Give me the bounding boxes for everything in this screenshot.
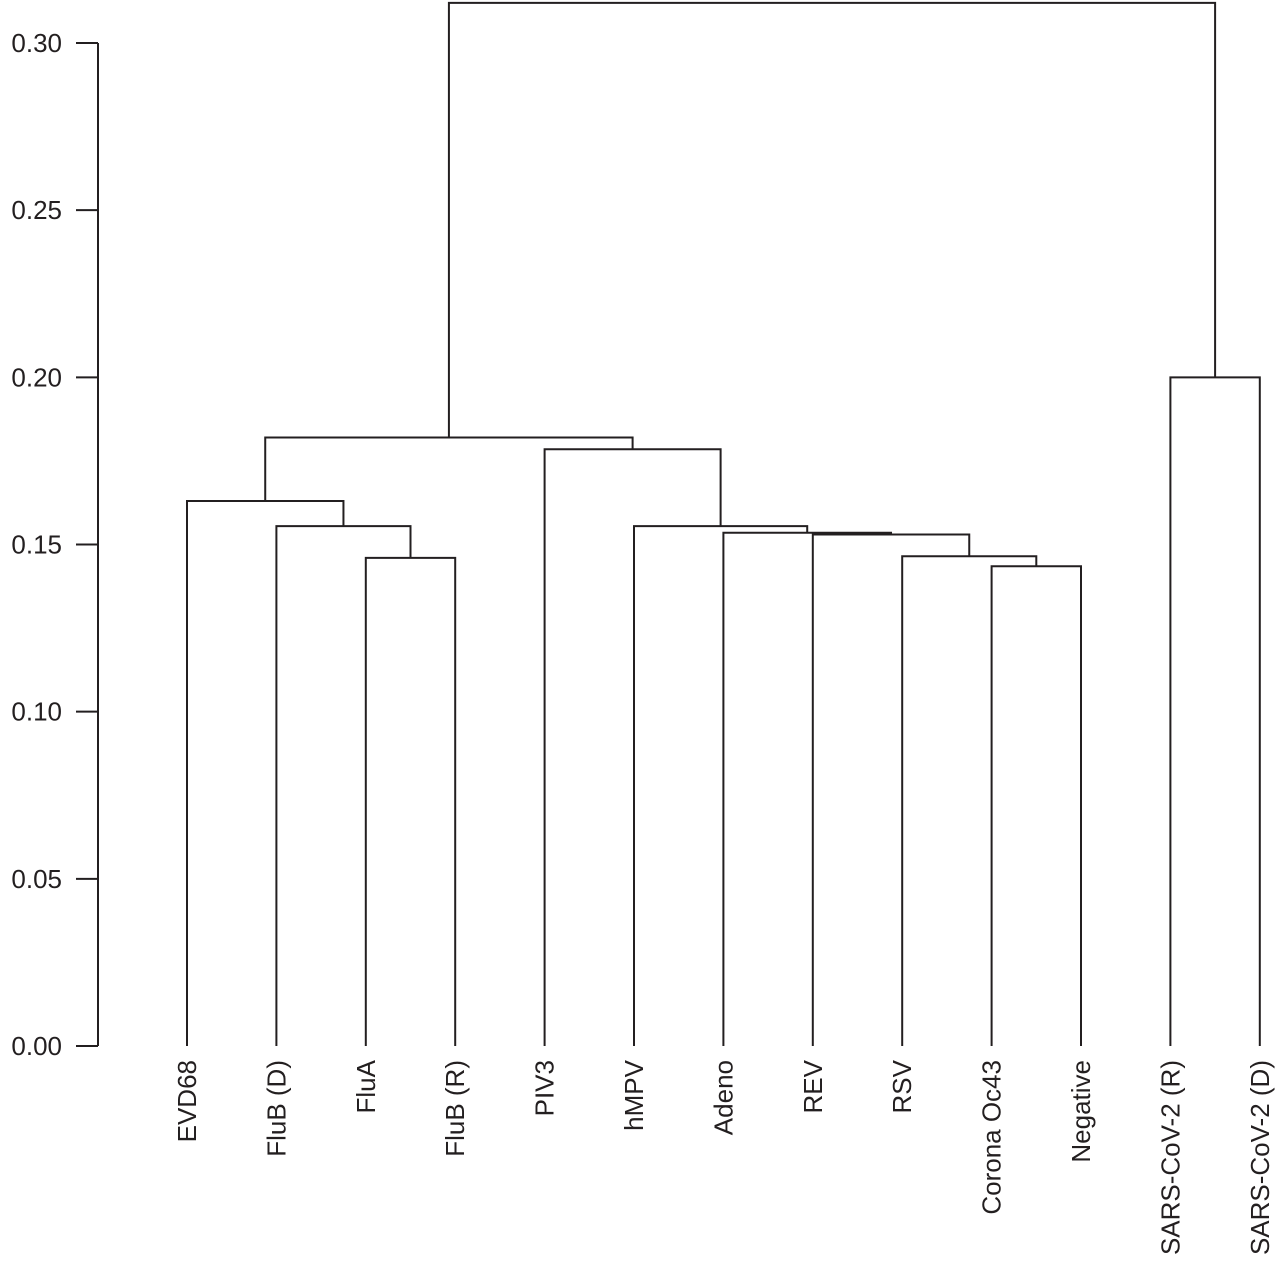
dendrogram-branch [901, 555, 1038, 1046]
leaf-label: SARS-CoV-2 (D) [1245, 1060, 1275, 1255]
dendrogram-branch [447, 1, 1217, 438]
leaf-label: EVD68 [172, 1060, 202, 1142]
dendrogram-branch [990, 565, 1082, 1046]
y-axis: 0.00 0.05 0.10 0.15 0.20 0.25 0.30 [11, 28, 99, 1061]
y-tick-label: 0.15 [11, 530, 62, 560]
y-tick-label: 0.10 [11, 697, 62, 727]
dendrogram-branches [186, 1, 1261, 1046]
dendrogram-branch [1169, 376, 1261, 1046]
dendrogram-branch [722, 531, 893, 1046]
dendrogram-branch [543, 448, 722, 1046]
dendrogram-branch [264, 436, 634, 502]
leaf-label: hMPV [619, 1059, 649, 1130]
dendrogram-branch [811, 533, 971, 1046]
leaf-label: Negative [1066, 1060, 1096, 1163]
y-tick-label: 0.30 [11, 28, 62, 58]
leaf-label: RSV [887, 1059, 917, 1113]
dendrogram-branch [186, 500, 345, 1046]
y-tick-label: 0.00 [11, 1031, 62, 1061]
leaf-label: FluB (R) [440, 1060, 470, 1157]
leaf-label: Adeno [708, 1060, 738, 1135]
dendrogram-branch [275, 525, 412, 1046]
y-tick-label: 0.25 [11, 195, 62, 225]
leaf-label: PIV3 [530, 1060, 560, 1116]
leaf-label: FluA [351, 1059, 381, 1113]
y-tick-label: 0.05 [11, 864, 62, 894]
dendrogram-branch [364, 556, 457, 1046]
leaf-label: SARS-CoV-2 (R) [1155, 1060, 1185, 1255]
leaf-label: Corona Oc43 [977, 1060, 1007, 1215]
leaf-labels: EVD68 FluB (D) FluA FluB (R) PIV3 hMPV Adeno RE… [172, 1059, 1275, 1255]
y-tick-label: 0.20 [11, 362, 62, 392]
leaf-label: FluB (D) [261, 1060, 291, 1157]
leaf-label: REV [798, 1059, 828, 1113]
dendrogram-branch [633, 525, 809, 1046]
